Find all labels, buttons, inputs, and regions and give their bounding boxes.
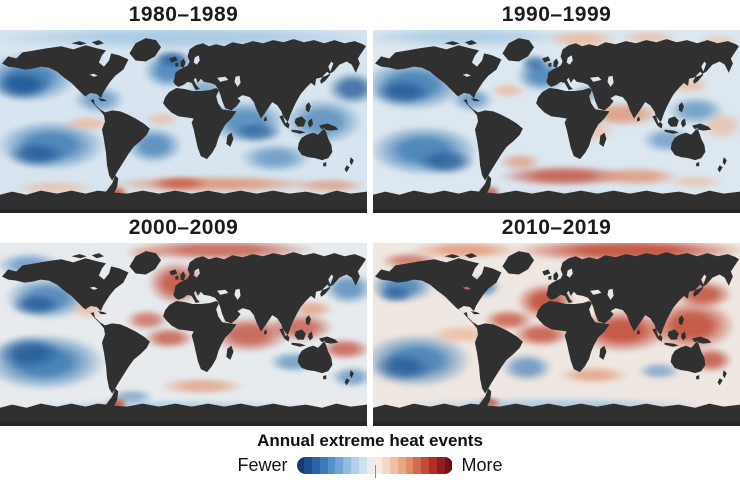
map-panel-1990s: 1990–1999 [373, 0, 740, 213]
map-canvas-1990s [373, 30, 740, 213]
colorbar-step [382, 457, 391, 474]
colorbar-step [296, 457, 305, 474]
legend-colorbar [296, 457, 453, 478]
anomaly-blob [62, 116, 114, 131]
anomaly-blob [593, 167, 682, 186]
anomaly-blob [637, 361, 682, 381]
legend-row: Fewer More [0, 455, 740, 478]
anomaly-blob [11, 180, 100, 195]
colorbar-step [444, 457, 453, 474]
map-canvas-2000s [0, 243, 367, 426]
anomaly-blob [699, 110, 740, 140]
anomaly-blob [501, 352, 553, 383]
anomaly-blob [479, 185, 502, 197]
panel-title-2000s: 2000–2009 [128, 216, 239, 239]
legend-title: Annual extreme heat events [257, 431, 483, 450]
anomaly-blob [545, 30, 619, 49]
panel-title-2010s: 2010–2019 [501, 216, 612, 239]
anomaly-blob [157, 376, 246, 395]
anomaly-blob [319, 338, 367, 361]
map-panel-2010s: 2010–2019 [373, 213, 740, 426]
anomaly-blob [0, 70, 52, 100]
legend-fewer-label: Fewer [237, 455, 288, 475]
colorbar-step [413, 457, 422, 474]
panel-title-1980s: 1980–1989 [128, 3, 239, 26]
anomaly-blob [0, 336, 63, 370]
world-continents-map [373, 38, 740, 213]
legend: Annual extreme heat events Fewer More [0, 431, 740, 478]
colorbar-step [327, 457, 336, 474]
anomaly-blob [373, 79, 432, 106]
colorbar-step [390, 457, 398, 474]
anomaly-blob [322, 272, 367, 306]
colorbar-step [405, 457, 414, 474]
colorbar-step [374, 457, 383, 474]
colorbar-steps [296, 457, 453, 474]
anomaly-blob [497, 165, 630, 188]
colorbar-step [343, 457, 352, 474]
map-grid: 1980–1989 1990–1999 2000–2009 2010–2019 [0, 0, 740, 426]
anomaly-blob [666, 174, 726, 190]
colorbar-step [304, 457, 313, 474]
colorbar-step [319, 457, 328, 474]
colorbar-step [335, 457, 344, 474]
colorbar-step [312, 457, 320, 474]
colorbar-center-tick [374, 465, 376, 478]
anomaly-blob [231, 121, 283, 144]
colorbar-step [436, 457, 445, 474]
anomaly-blob [124, 308, 169, 331]
anomaly-blob [497, 152, 542, 171]
anomaly-blob [376, 285, 414, 304]
map-panel-1980s: 1980–1989 [0, 0, 367, 213]
world-continents-map [0, 38, 367, 213]
map-canvas-1980s [0, 30, 367, 213]
panel-title-1990s: 1990–1999 [501, 3, 612, 26]
anomaly-blob [409, 243, 520, 260]
anomaly-blob [143, 327, 195, 350]
anomaly-blob [417, 148, 476, 175]
colorbar-step [421, 457, 430, 474]
world-continents-map [373, 251, 740, 426]
anomaly-blob [143, 112, 180, 127]
anomaly-blob [7, 141, 67, 168]
anomaly-blob [11, 294, 63, 317]
colorbar-step [366, 457, 375, 474]
anomaly-blob [150, 176, 210, 192]
colorbar-step [351, 457, 359, 474]
colorbar-step [358, 457, 367, 474]
anomaly-blob [293, 178, 367, 193]
map-panel-2000s: 2000–2009 [0, 213, 367, 426]
colorbar-step [429, 457, 437, 474]
anomaly-blob [373, 352, 432, 383]
legend-more-label: More [461, 455, 503, 475]
anomaly-blob [490, 83, 528, 98]
anomaly-blob [519, 53, 550, 73]
world-continents-map [0, 251, 367, 426]
anomaly-blob [330, 365, 367, 388]
map-canvas-2010s [373, 243, 740, 426]
anomaly-blob [479, 396, 502, 408]
colorbar-step [397, 457, 406, 474]
anomaly-blob [556, 365, 630, 384]
anomaly-blob [326, 72, 367, 106]
